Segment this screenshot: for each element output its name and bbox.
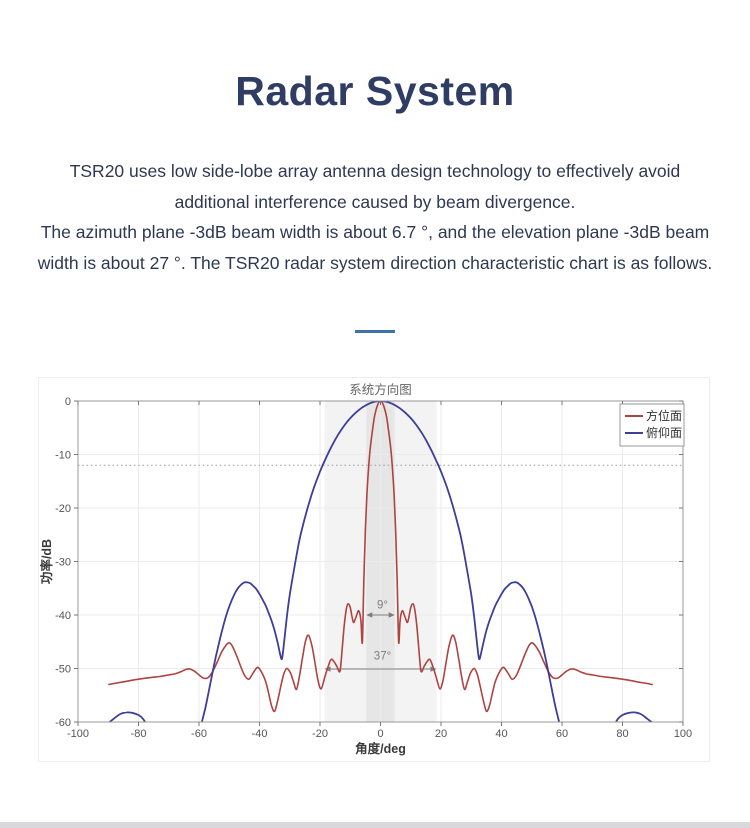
legend-label-1: 俯仰面: [646, 425, 682, 440]
x-axis-label: 角度/deg: [355, 741, 406, 756]
beam-annotation-9°: 9°: [366, 600, 395, 618]
paragraph-line: additional interference caused by beam d…: [174, 191, 576, 212]
y-axis-label: 功率/dB: [39, 539, 54, 584]
svg-text:-60: -60: [55, 717, 71, 729]
svg-text:-40: -40: [252, 728, 268, 740]
svg-text:-10: -10: [55, 450, 71, 462]
svg-text:80: 80: [616, 728, 628, 740]
radar-pattern-chart: 9° 37° -100 -80 -60 -40 -20 0 20 40 60 80 100 0 -10 -20…: [39, 382, 692, 756]
svg-text:9°: 9°: [377, 600, 388, 612]
axis-ticks: [74, 400, 684, 726]
chart-title: 系统方向图: [349, 382, 412, 397]
svg-text:37°: 37°: [374, 650, 391, 662]
bottom-section-bar: [0, 822, 750, 828]
svg-text:100: 100: [674, 728, 692, 740]
page-title: Radar System: [235, 68, 515, 114]
paragraph-line: width is about 27 °. The TSR20 radar sys…: [37, 252, 713, 273]
chart-container: 9° 37° -100 -80 -60 -40 -20 0 20 40 60 80 100 0 -10 -20…: [38, 377, 710, 762]
svg-text:0: 0: [65, 396, 71, 408]
series-elevation-line: [108, 401, 653, 722]
svg-text:-40: -40: [55, 610, 71, 622]
paragraph-line: TSR20 uses low side-lobe array antenna d…: [69, 161, 681, 181]
intro-paragraph: TSR20 uses low side-lobe array antenna d…: [0, 156, 750, 278]
paragraph-line: The azimuth plane -3dB beam width is abo…: [40, 222, 710, 242]
svg-text:-20: -20: [312, 728, 328, 740]
y-tick-labels: 0 -10 -20 -30 -40 -50 -60: [55, 396, 71, 729]
grid-lines: [77, 400, 684, 723]
svg-text:40: 40: [495, 728, 507, 740]
svg-text:-20: -20: [55, 503, 71, 515]
svg-text:-100: -100: [67, 728, 89, 740]
series-azimuth-line: [108, 401, 653, 713]
x-tick-labels: -100 -80 -60 -40 -20 0 20 40 60 80 100: [67, 728, 692, 740]
section-divider: [355, 330, 395, 333]
svg-text:0: 0: [377, 728, 383, 740]
svg-text:-80: -80: [131, 728, 147, 740]
svg-text:60: 60: [556, 728, 568, 740]
svg-text:-30: -30: [55, 557, 71, 569]
svg-text:-50: -50: [55, 664, 71, 676]
svg-text:-60: -60: [191, 728, 207, 740]
svg-text:20: 20: [435, 728, 447, 740]
legend-label-0: 方位面: [646, 408, 682, 423]
